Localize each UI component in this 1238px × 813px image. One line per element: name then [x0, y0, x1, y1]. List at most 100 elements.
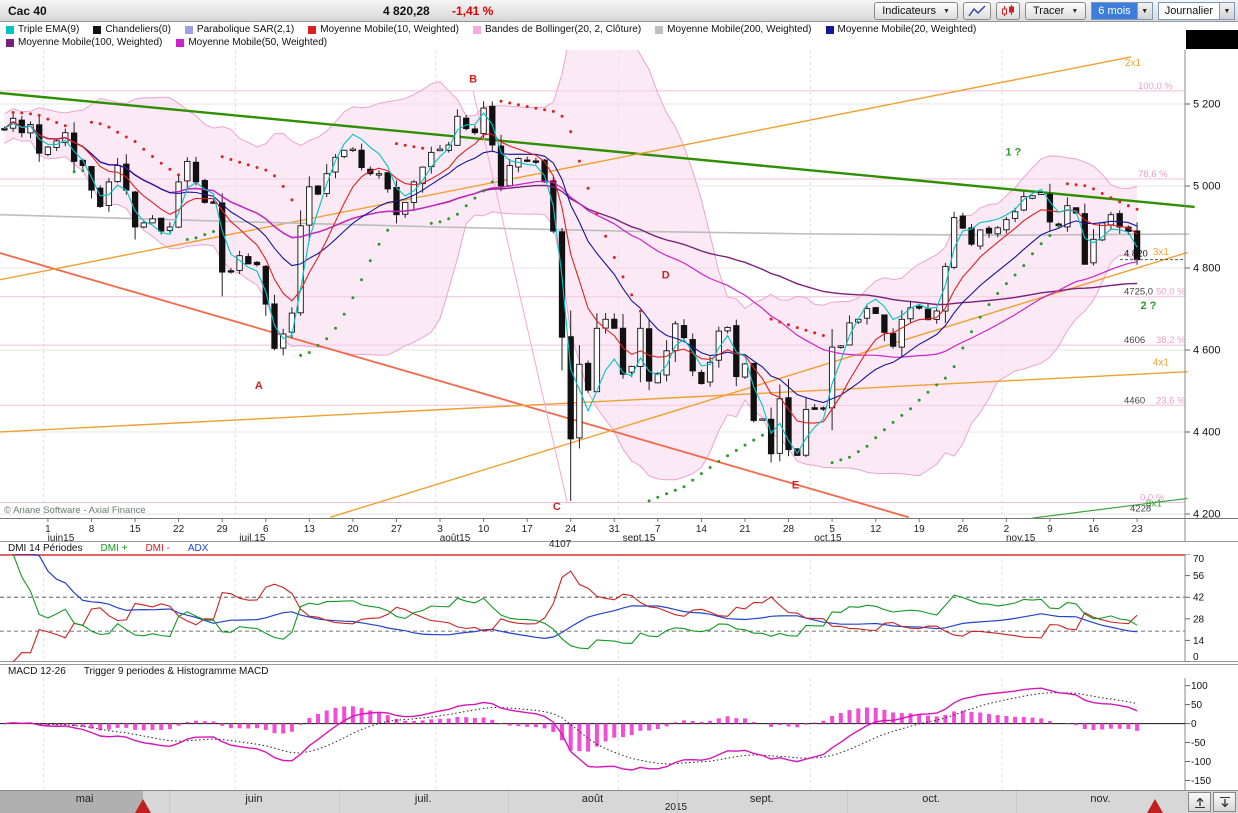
candle-body [341, 149, 348, 158]
date-label: 20 [347, 524, 359, 535]
macd-histogram-bar [673, 722, 678, 724]
candle-body [698, 371, 705, 385]
sar-dot [996, 292, 1000, 295]
sar-dot [429, 221, 433, 225]
panel-down-button[interactable] [1213, 792, 1236, 812]
dmi-panel-title: DMI 14 Périodes [8, 542, 83, 554]
sar-dot [11, 111, 15, 114]
sar-dot [630, 293, 634, 297]
date-label: 8 [89, 524, 95, 535]
candle-body [506, 165, 513, 187]
navigator-thumb[interactable] [0, 791, 143, 813]
candle-body [584, 362, 592, 391]
range-start-marker[interactable] [135, 799, 151, 813]
wma20-line [4, 121, 1138, 404]
gann-3x1-line-label: 3x1 [1153, 247, 1170, 258]
candle-body [70, 132, 78, 162]
dmi-panel-chart[interactable]: 70 56 42 28 14 0 [0, 554, 1238, 662]
candle-body [680, 325, 688, 339]
macd-histogram-bar [115, 723, 120, 728]
sar-dot [935, 383, 939, 387]
legend-label: Moyenne Mobile(100, Weighted) [18, 37, 163, 48]
candle-body [149, 218, 156, 224]
main-price-chart[interactable]: 2x1 3x1 4x1 8x1 A B C D E 1 ? 2 ? 100,0 % 78,6 % 4725… [0, 50, 1238, 518]
sar-dot [717, 460, 721, 463]
date-label: 21 [739, 524, 751, 535]
sar-dot [917, 398, 921, 402]
tracer-button[interactable]: Tracer ▼ [1024, 2, 1087, 20]
timeframe-select[interactable]: Journalier ▼ [1157, 2, 1235, 20]
chart-annotation-B: B [469, 74, 477, 86]
sar-dot [813, 331, 817, 335]
macd-panel-chart[interactable]: 100 50 0 -50 -100 -150 [0, 678, 1238, 790]
macd-histogram-bar [525, 723, 530, 727]
legend-label: Chandeliers(0) [105, 24, 171, 35]
macd-histogram-bar [420, 720, 425, 724]
candle-body [227, 270, 235, 273]
nav-month-mai: mai [75, 793, 94, 805]
sar-dot [595, 211, 599, 215]
period-select[interactable]: 6 mois ▼ [1091, 2, 1153, 20]
candle-body [524, 159, 531, 162]
sar-dot [142, 147, 146, 151]
candle-body [741, 363, 749, 378]
indicateurs-button[interactable]: Indicateurs ▼ [874, 2, 958, 20]
macd-histogram-bar [263, 723, 268, 730]
support-trendline [0, 252, 910, 518]
sar-dot [961, 346, 965, 350]
nav-month-nov: nov. [1090, 793, 1111, 805]
sar-dot [734, 448, 738, 452]
candle-body [541, 159, 548, 183]
panel-up-button[interactable] [1188, 792, 1211, 812]
macd-histogram-bar [821, 720, 826, 724]
sar-dot [1126, 204, 1130, 208]
macd-histogram-bar [891, 712, 896, 724]
sar-dot [403, 143, 407, 147]
sar-dot [900, 413, 904, 417]
legend-label: Moyenne Mobile(10, Weighted) [320, 24, 459, 35]
macd-histogram-bar [176, 723, 181, 726]
candle-body [384, 172, 391, 190]
arrow-up-icon [1194, 797, 1205, 808]
sar-dot [194, 236, 198, 240]
macd-axis-label: 0 [1191, 719, 1197, 730]
candle-body [201, 180, 208, 203]
price-axis-label: 4 600 [1193, 345, 1221, 357]
macd-histogram-bar [647, 723, 652, 731]
date-label: 17 [522, 524, 534, 535]
candle-body [1107, 214, 1115, 226]
macd-histogram-bar [1091, 723, 1096, 730]
macd-histogram-bar [98, 723, 103, 731]
macd-histogram-bar [708, 720, 713, 724]
macd-line [4, 687, 1138, 771]
adx-legend: ADX [187, 542, 209, 554]
sar-dot [46, 117, 50, 121]
macd-histogram-bar [411, 721, 416, 724]
change-percent: -1,41 % [452, 4, 494, 18]
macd-panel-subtitle: Trigger 9 periodes & Histogramme MACD [83, 666, 269, 677]
macd-histogram-bar [194, 720, 198, 724]
tracer-label: Tracer [1032, 5, 1065, 17]
x-axis: 1 8 15 22 29 6 13 20 27 3 10 17 24 31 7 14 21 28 5 12 19 26 2 9… [0, 518, 1238, 542]
candle-body [1011, 211, 1019, 219]
time-navigator[interactable]: 2015 mai juin juil. août sept. oct. nov. [0, 790, 1238, 813]
legend-item: Chandeliers(0) [93, 24, 171, 35]
candle-body [1, 128, 8, 131]
dmi-axis-label: 42 [1193, 593, 1205, 604]
range-end-marker[interactable] [1147, 799, 1163, 813]
period-select-value: 6 mois [1092, 3, 1137, 19]
gann-3x1-line [329, 251, 1188, 518]
candle-body [140, 222, 147, 228]
sar-dot [839, 458, 843, 462]
legend-item: Moyenne Mobile(100, Weighted) [6, 37, 162, 48]
line-chart-mode-button[interactable] [962, 2, 991, 20]
candlestick-mode-button[interactable] [995, 2, 1020, 20]
chevron-down-icon: ▼ [1136, 3, 1152, 19]
sar-dot [107, 125, 111, 129]
candle-body [619, 327, 627, 375]
instrument-title: Cac 40 [8, 4, 47, 18]
macd-histogram-bar [37, 723, 42, 725]
macd-panel-header: MACD 12-26 Trigger 9 periodes & Histogra… [0, 664, 1238, 678]
legend-label: Moyenne Mobile(20, Weighted) [837, 24, 977, 35]
sar-dot [795, 326, 799, 330]
